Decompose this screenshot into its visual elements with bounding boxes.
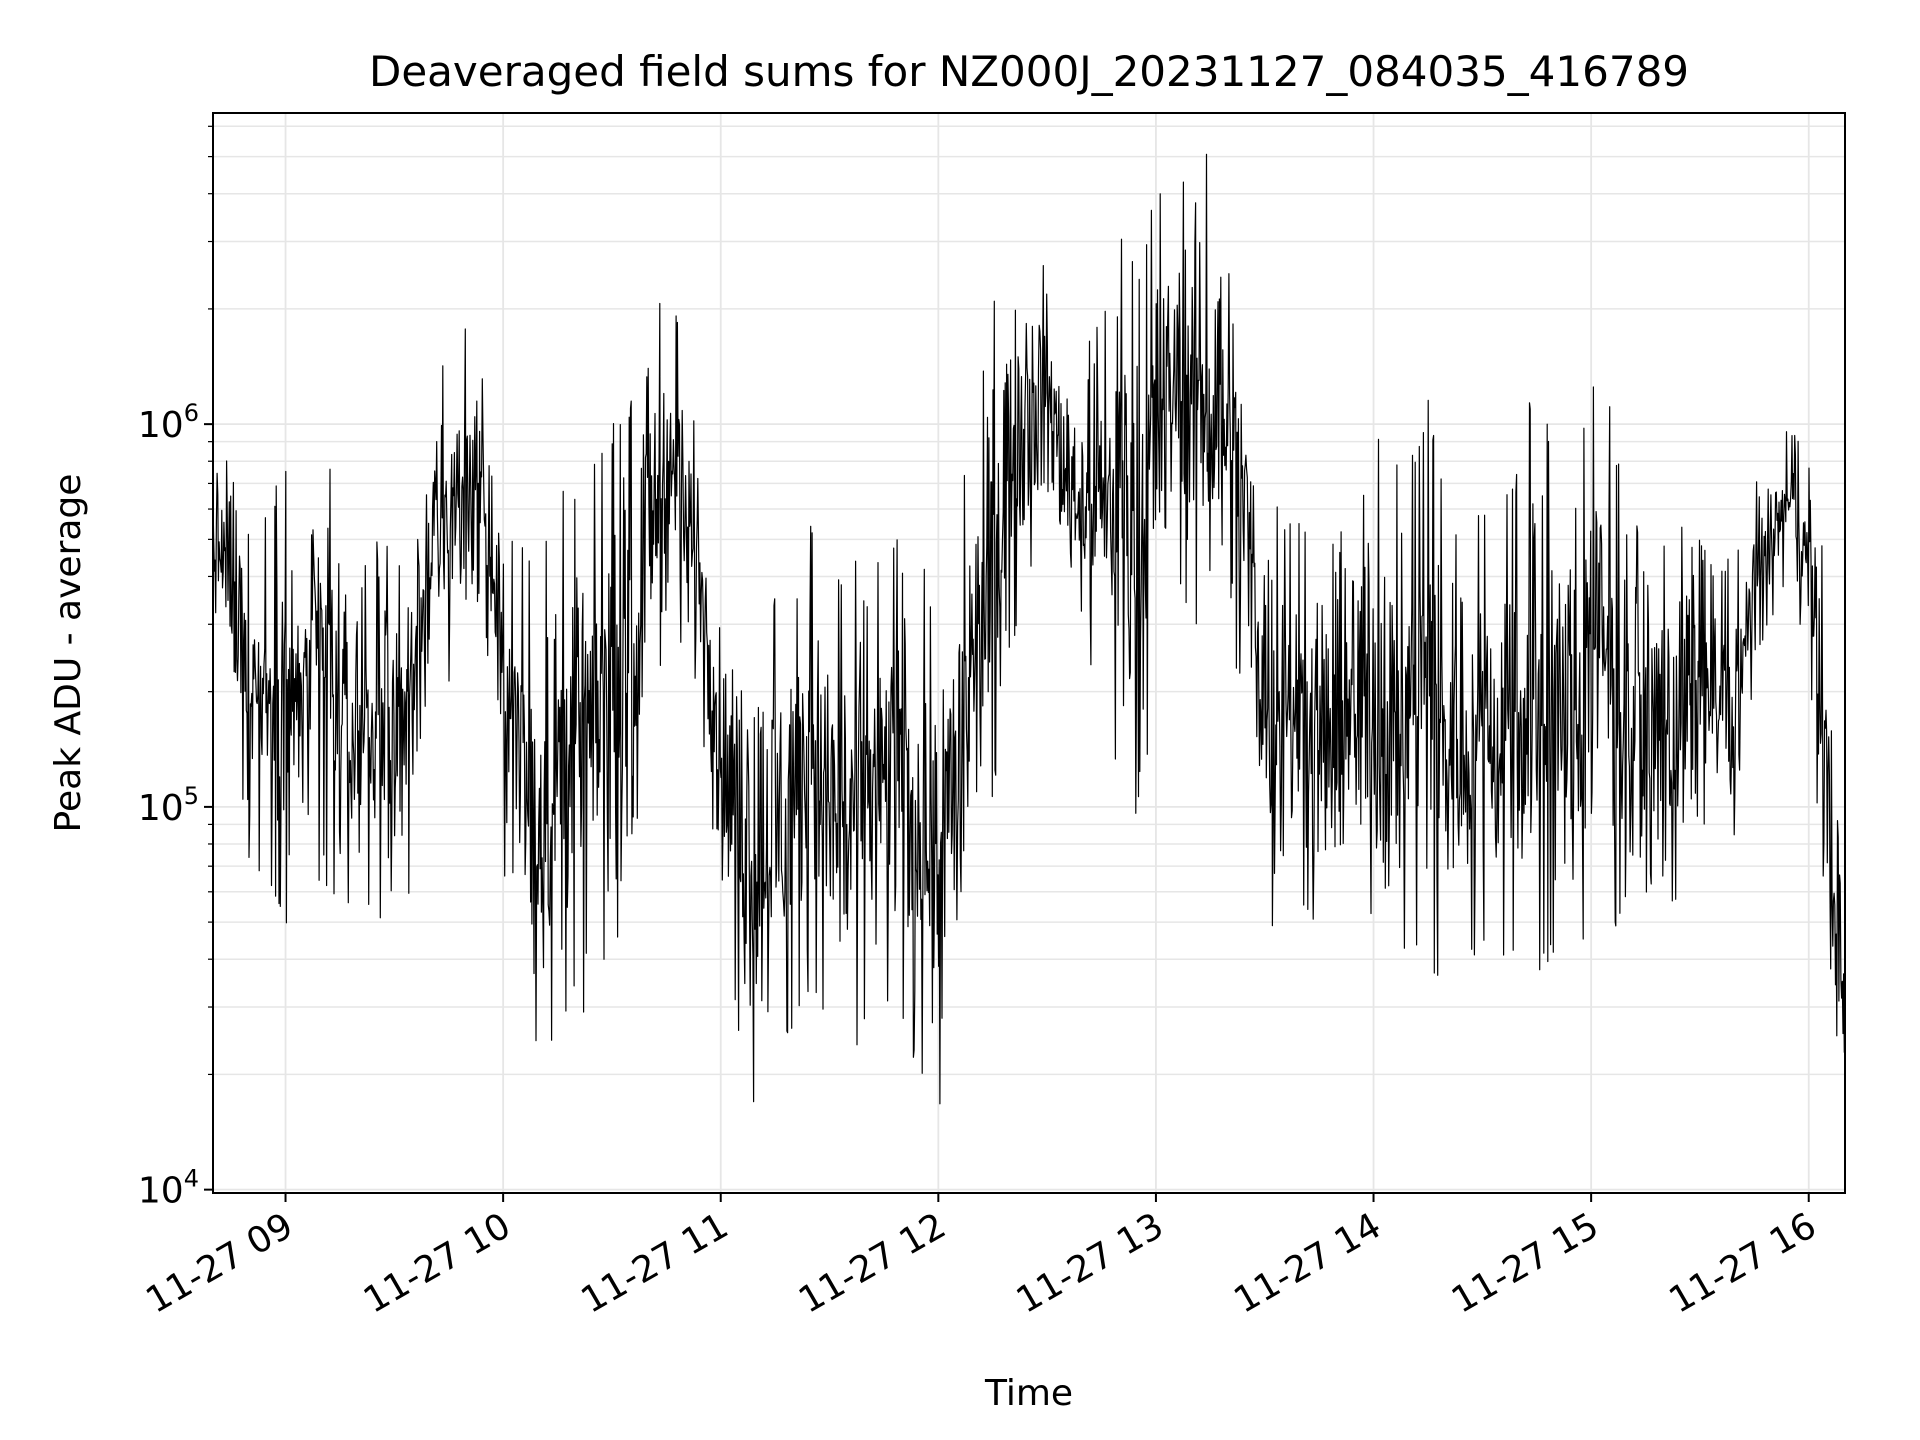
y-axis-ticks: 104 105 106 <box>138 399 213 1212</box>
y-tick-label: 106 <box>138 399 199 446</box>
y-axis-label: Peak ADU - average <box>48 474 89 833</box>
y-tick-label: 104 <box>138 1165 199 1212</box>
plot-area-frame <box>212 112 1846 1194</box>
x-axis-label: Time <box>984 1373 1073 1414</box>
chart-title: Deaveraged field sums for NZ000J_2023112… <box>369 47 1689 96</box>
data-line-peak-adu <box>212 153 1846 1105</box>
y-tick-label: 105 <box>138 782 199 829</box>
data-series <box>212 153 1846 1105</box>
